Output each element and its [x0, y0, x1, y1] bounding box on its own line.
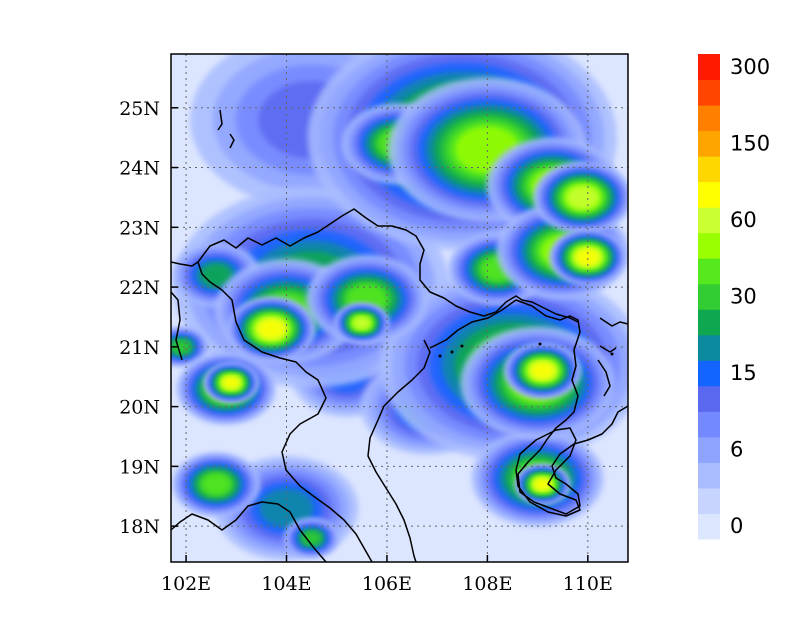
colorbar: 0 6 15 30 60 150 300 [698, 54, 770, 540]
colorbar-label: 15 [730, 361, 757, 385]
field-contour [575, 248, 600, 266]
axis-labels: 102E 104E 106E 108E 110E 25N 24N 23N 22N 21N 20N 19… [119, 98, 613, 595]
colorbar-swatch [698, 436, 720, 463]
colorbar-swatch [698, 360, 720, 387]
lat-tick-label: 25N [119, 98, 160, 120]
lat-tick-label: 20N [119, 397, 160, 419]
lat-tick-label: 23N [119, 217, 160, 239]
colorbar-swatch [698, 130, 720, 157]
field-contour [566, 185, 599, 209]
field-contour [259, 488, 314, 528]
lat-tick-label: 19N [119, 456, 160, 478]
colorbar-swatch [698, 462, 720, 489]
colorbar-swatch [698, 232, 720, 259]
lat-tick-label: 21N [119, 337, 160, 359]
colorbar-swatch [698, 283, 720, 310]
colorbar-swatch [698, 79, 720, 106]
colorbar-label: 150 [730, 131, 770, 155]
colorbar-swatch [698, 258, 720, 285]
field-contour [533, 478, 552, 491]
colorbar-swatch [698, 54, 720, 81]
shaded-field [171, 54, 628, 561]
lon-tick-label: 106E [362, 573, 412, 595]
field-contour [353, 316, 371, 330]
field-contour [302, 531, 322, 545]
colorbar-label: 30 [730, 285, 757, 309]
lon-tick-label: 104E [261, 573, 311, 595]
lon-tick-label: 102E [161, 573, 211, 595]
lat-tick-label: 22N [119, 277, 160, 299]
colorbar-label: 300 [730, 55, 770, 79]
colorbar-swatch [698, 207, 720, 234]
vietnam-laos-border [197, 261, 373, 562]
leizhou-coast [597, 317, 628, 397]
gridlines [171, 54, 628, 562]
plot-frame [170, 53, 629, 563]
south-china-coastline [429, 299, 628, 515]
colorbar-label: 0 [730, 514, 743, 538]
lat-tick-label: 24N [119, 158, 160, 180]
china-vietnam-border [197, 208, 579, 323]
plot-area [171, 54, 628, 562]
colorbar-swatch [698, 334, 720, 361]
colorbar-label: 60 [730, 208, 757, 232]
field-contour [201, 473, 231, 496]
colorbar-swatch [698, 309, 720, 336]
field-contour [257, 318, 286, 339]
axis-ticks [171, 107, 589, 562]
colorbar-swatch [698, 513, 720, 540]
field-contour [530, 361, 555, 380]
lat-tick-label: 18N [119, 516, 160, 538]
vietnam-coastline [367, 339, 431, 562]
hainan-island [515, 427, 581, 517]
coastlines-and-borders [171, 109, 628, 562]
lon-tick-label: 110E [563, 573, 613, 595]
colorbar-swatch [698, 156, 720, 183]
colorbar-swatch [698, 385, 720, 412]
field-contour [222, 376, 240, 389]
northwest-islands [217, 109, 235, 149]
colorbar-swatch [698, 487, 720, 514]
offshore-specks [438, 342, 614, 358]
colorbar-swatch [698, 105, 720, 132]
colorbar-swatch [698, 411, 720, 438]
colorbar-label: 6 [730, 438, 743, 462]
colorbar-swatch [698, 181, 720, 208]
lon-tick-label: 108E [462, 573, 512, 595]
